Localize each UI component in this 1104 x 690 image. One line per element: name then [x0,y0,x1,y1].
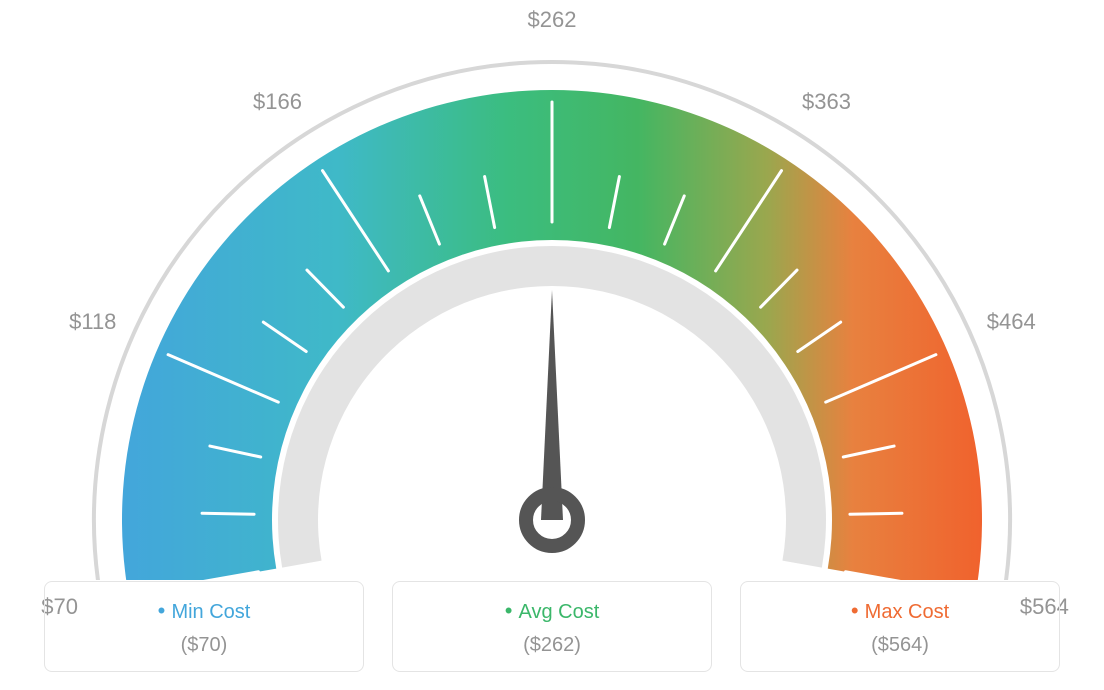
gauge-tick-label: $262 [528,7,577,33]
legend-min-value: ($70) [45,634,363,657]
gauge-svg [0,20,1104,580]
legend-card-avg: Avg Cost ($262) [392,581,712,672]
gauge-chart: $70$118$166$262$363$464$564 [0,0,1104,560]
legend-avg-value: ($262) [393,634,711,657]
legend-card-min: Min Cost ($70) [44,581,364,672]
legend-card-max: Max Cost ($564) [740,581,1060,672]
legend-min-label: Min Cost [45,598,363,624]
gauge-tick-label: $363 [802,89,851,115]
legend-avg-label: Avg Cost [393,598,711,624]
legend-max-label: Max Cost [741,598,1059,624]
gauge-tick-label: $118 [69,309,116,335]
legend-max-value: ($564) [741,634,1059,657]
gauge-tick-label: $166 [253,89,302,115]
legend-row: Min Cost ($70) Avg Cost ($262) Max Cost … [0,581,1104,672]
gauge-tick-label: $464 [987,309,1036,335]
